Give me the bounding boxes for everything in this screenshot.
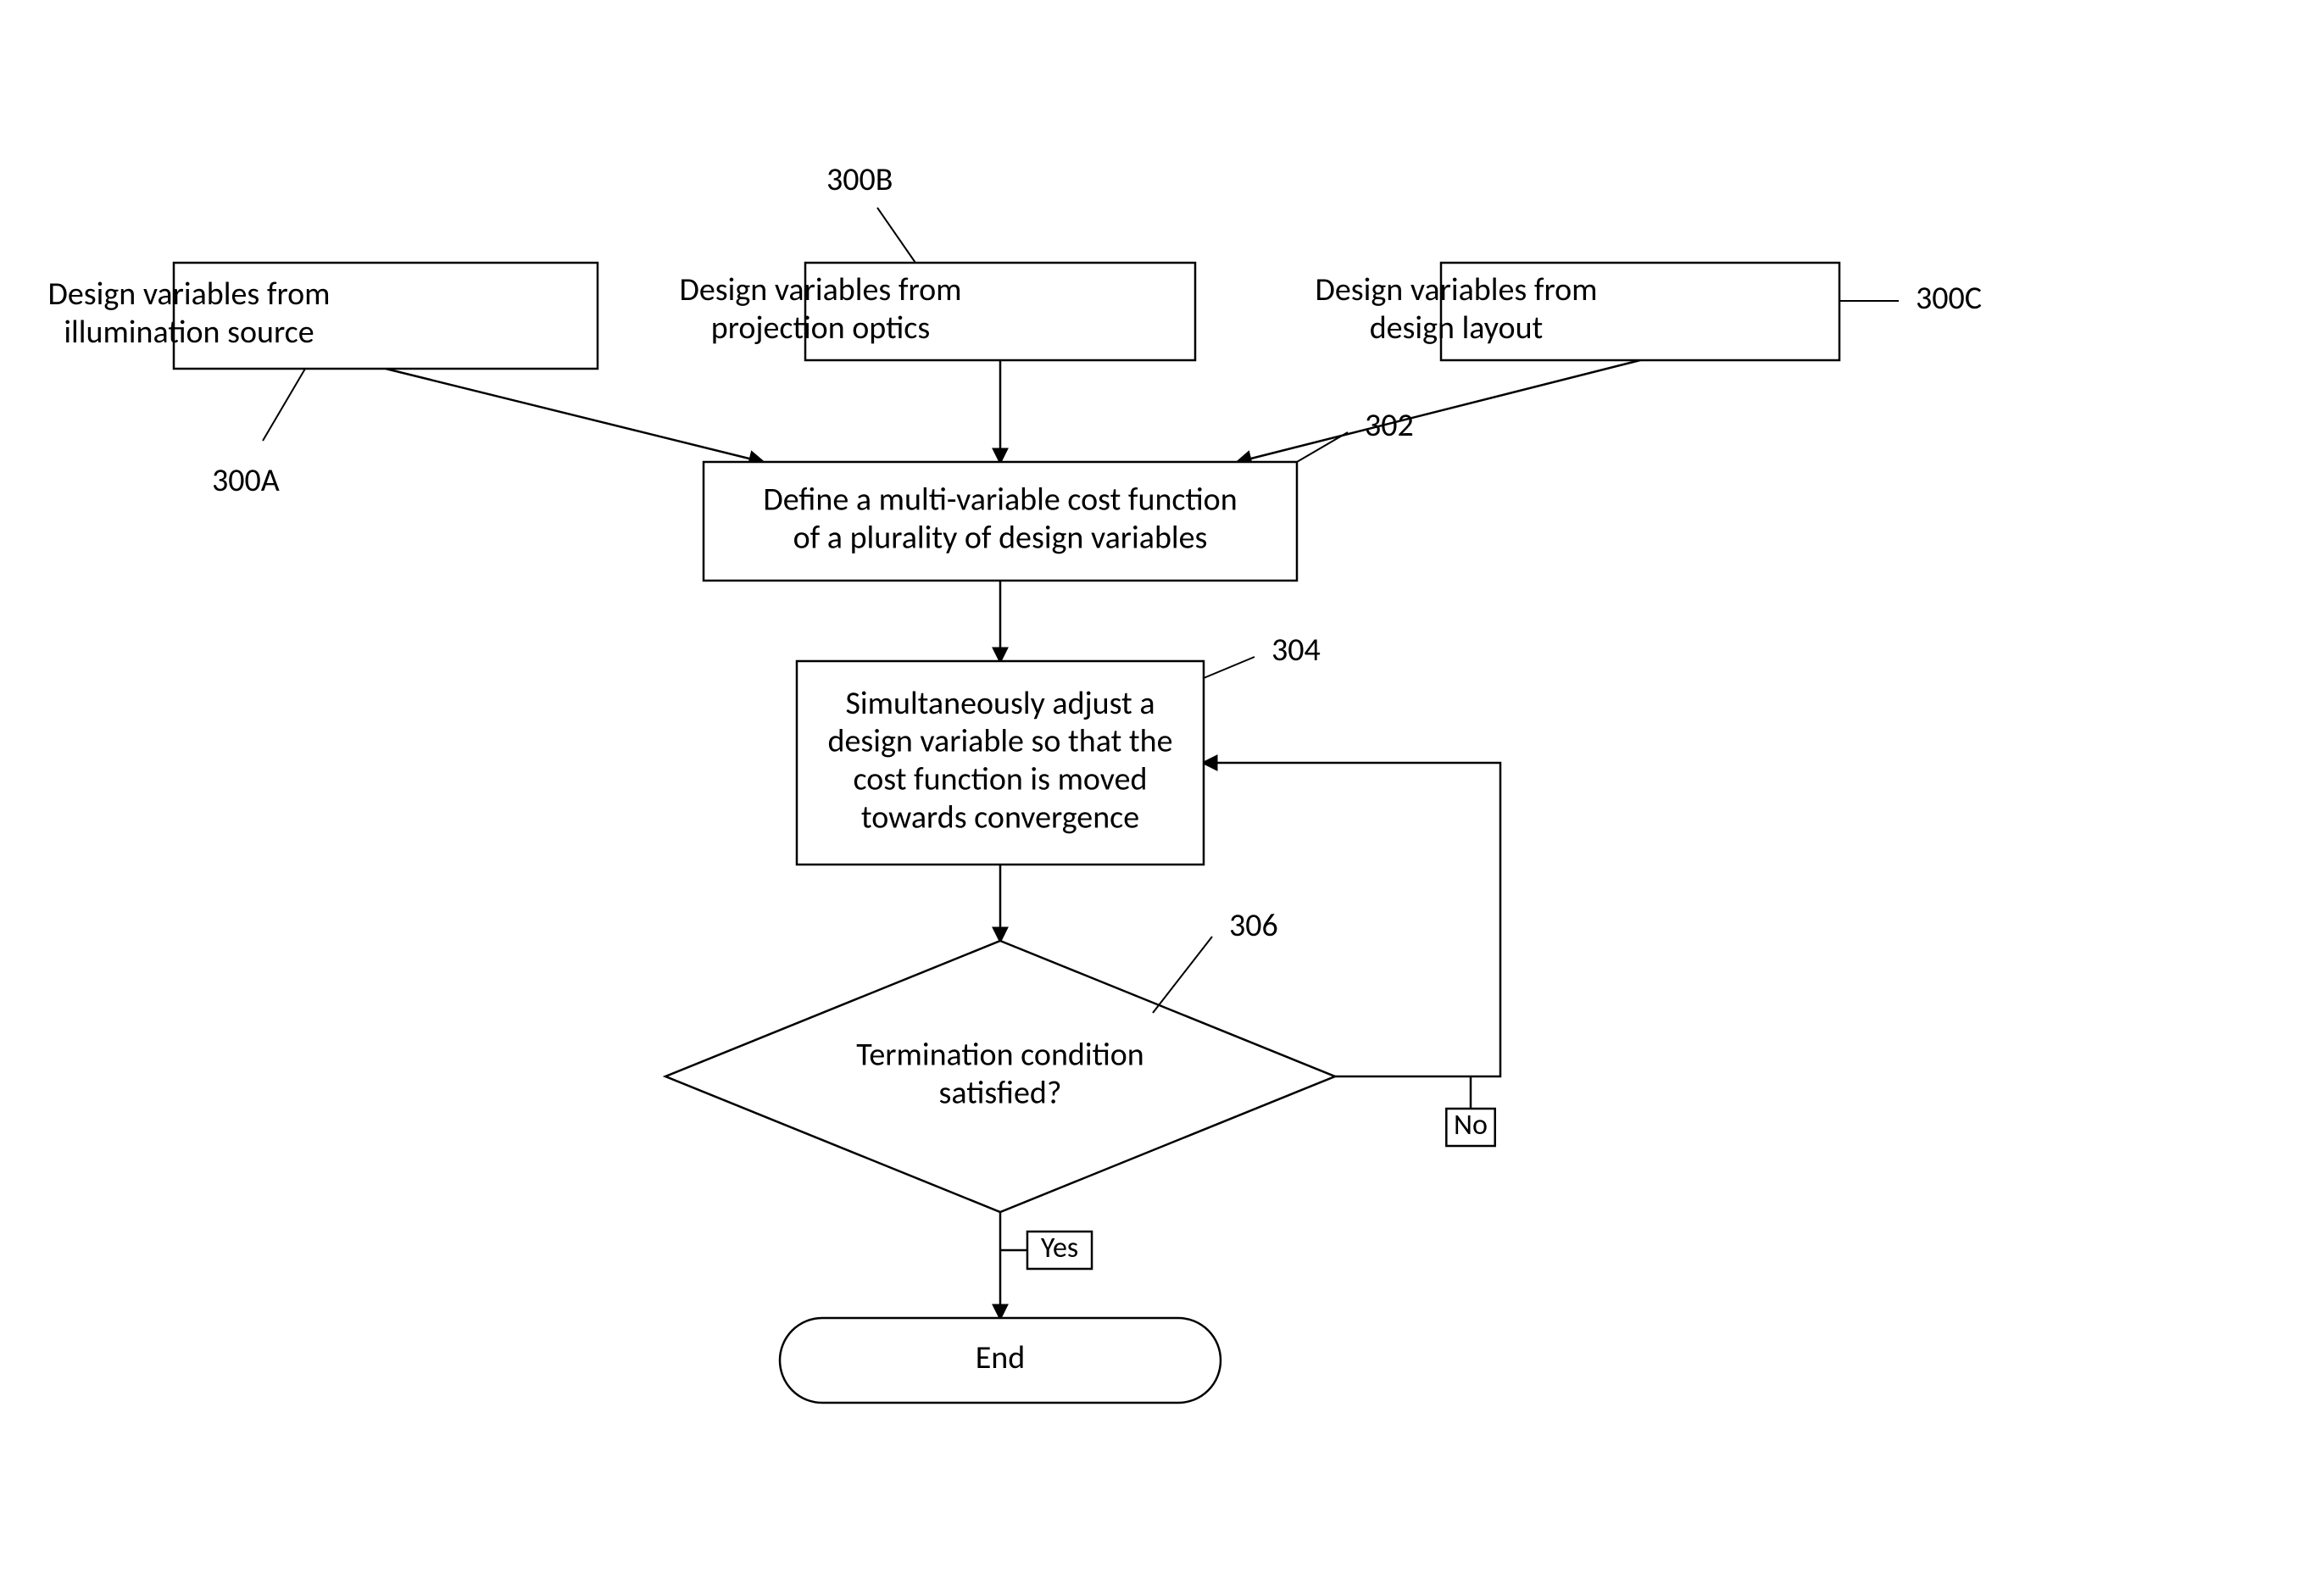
node-text-line: illumination source bbox=[64, 313, 314, 352]
node-text-line: End bbox=[976, 1338, 1025, 1377]
node-text-line: satisfied? bbox=[939, 1073, 1062, 1112]
node-text-line: design layout bbox=[1370, 309, 1544, 348]
branch-label: Yes bbox=[1041, 1231, 1078, 1265]
node-text-line: Design variables from bbox=[48, 275, 331, 314]
ref-label: 300A bbox=[212, 461, 280, 500]
ref-leader bbox=[1153, 937, 1212, 1013]
edge bbox=[1238, 360, 1640, 462]
ref-label: 306 bbox=[1229, 906, 1278, 945]
ref-leader bbox=[1297, 432, 1348, 462]
node-text-line: towards convergence bbox=[861, 798, 1139, 837]
node-text-line: Termination condition bbox=[856, 1036, 1144, 1075]
node-text-line: design variable so that the bbox=[827, 722, 1172, 761]
ref-leader bbox=[1204, 657, 1255, 678]
node-text-line: Design variables from bbox=[1316, 270, 1598, 309]
ref-label: 300B bbox=[826, 160, 893, 199]
ref-label: 300C bbox=[1916, 279, 1982, 318]
ref-leader bbox=[877, 208, 915, 263]
node-text-line: Define a multi-variable cost function bbox=[763, 481, 1237, 520]
ref-label: 302 bbox=[1365, 406, 1414, 445]
node-text-line: of a plurality of design variables bbox=[793, 518, 1208, 557]
node-text-line: Design variables from bbox=[680, 270, 962, 309]
branch-label: No bbox=[1454, 1108, 1488, 1143]
node-text-line: projection optics bbox=[711, 309, 930, 348]
ref-leader bbox=[263, 369, 305, 441]
node-text-line: Simultaneously adjust a bbox=[845, 684, 1154, 723]
ref-label: 304 bbox=[1271, 631, 1321, 670]
node-text-line: cost function is moved bbox=[854, 759, 1148, 798]
edge bbox=[386, 369, 763, 462]
